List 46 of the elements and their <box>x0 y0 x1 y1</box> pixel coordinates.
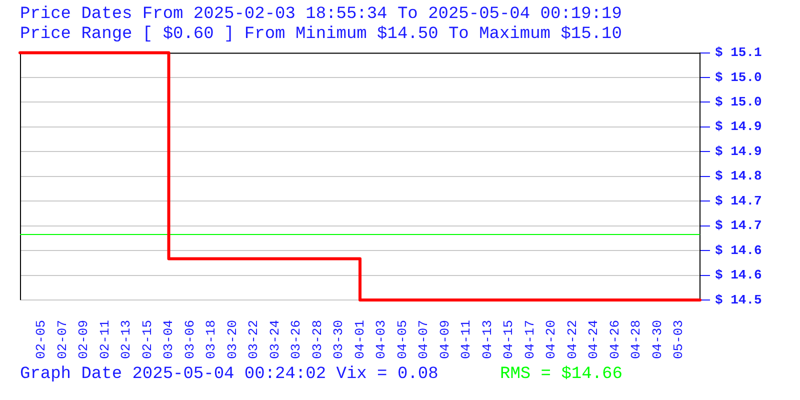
x-tick-label: 04-22 <box>564 320 580 360</box>
x-tick-label: 02-11 <box>97 320 112 360</box>
y-tick-label: $ 14.6 <box>715 268 762 283</box>
ref-line-label: RMS = $14.66 <box>500 365 622 385</box>
x-tick-label: 05-03 <box>671 320 686 360</box>
chart-title: Price Dates From 2025-02-03 18:55:34 To 2025-05-04 00:19:19 <box>20 5 622 25</box>
chart-subtitle: Price Range [ $0.60 ] From Minimum $14.50 To Maximum $15.10 <box>20 25 622 45</box>
x-tick-label: 04-20 <box>544 320 559 360</box>
x-tick-label: 04-03 <box>374 320 389 360</box>
x-tick-label: 02-05 <box>34 320 49 360</box>
x-tick-label: 04-09 <box>437 320 452 360</box>
x-tick-label: 03-18 <box>204 320 219 360</box>
x-tick-label: 03-24 <box>267 320 282 360</box>
x-tick-label: 03-06 <box>182 320 198 360</box>
x-tick-label: 03-22 <box>246 320 262 360</box>
x-tick-label: 03-26 <box>288 320 304 360</box>
x-tick-label: 04-15 <box>501 320 516 360</box>
x-tick-label: 03-30 <box>331 320 346 360</box>
x-tick-label: 04-26 <box>607 320 622 360</box>
y-tick-label: $ 14.7 <box>715 218 762 234</box>
x-tick-label: 04-01 <box>352 320 368 360</box>
x-tick-label: 04-13 <box>480 320 495 360</box>
y-tick-label: $ 14.8 <box>715 168 762 184</box>
x-tick-label: 02-07 <box>54 320 70 360</box>
x-tick-label: 04-05 <box>394 320 410 360</box>
x-tick-label: 04-24 <box>586 320 602 360</box>
y-tick-label: $ 14.9 <box>715 144 762 159</box>
x-tick-label: 03-28 <box>310 320 325 360</box>
x-tick-label: 04-17 <box>522 320 538 360</box>
y-tick-label: $ 14.5 <box>715 292 762 308</box>
y-tick-label: $ 14.6 <box>715 242 762 258</box>
x-tick-label: 02-09 <box>76 320 92 360</box>
x-tick-label: 03-04 <box>161 320 176 360</box>
y-tick-label: $ 15.0 <box>715 70 762 85</box>
y-tick-label: $ 15.1 <box>715 45 762 60</box>
x-tick-label: 04-30 <box>650 320 665 360</box>
x-tick-label: 04-28 <box>628 320 644 360</box>
x-tick-label: 02-13 <box>118 320 134 360</box>
y-tick-label: $ 14.7 <box>715 193 762 208</box>
x-tick-label: 03-20 <box>224 320 240 360</box>
text: Graph Date 2025-05-04 00:24:02 Vix = 0.08 <box>20 365 438 385</box>
y-tick-label: $ 14.9 <box>715 119 762 134</box>
y-tick-label: $ 15.0 <box>715 94 762 110</box>
x-tick-label: 04-07 <box>416 320 432 360</box>
x-tick-label: 04-11 <box>458 320 474 360</box>
x-tick-label: 02-15 <box>140 320 155 360</box>
